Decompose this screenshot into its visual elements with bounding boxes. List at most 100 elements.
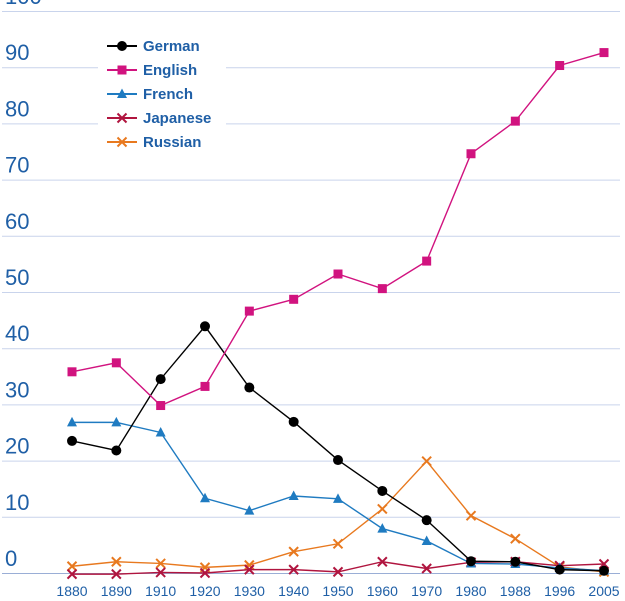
x-tick-label: 1996	[544, 583, 575, 599]
x-tick-label: 1890	[101, 583, 132, 599]
marker-circle	[111, 445, 122, 456]
y-tick-label: 10	[5, 490, 29, 515]
marker-triangle	[244, 505, 255, 515]
marker-square	[377, 284, 387, 294]
x-tick-label: 1980	[455, 583, 486, 599]
marker-x	[244, 564, 255, 575]
x-tick-label: 1910	[145, 583, 176, 599]
marker-x	[377, 556, 388, 567]
marker-triangle	[200, 492, 210, 503]
y-tick-label: 100	[5, 0, 42, 9]
marker-circle	[244, 382, 255, 393]
x-tick-label: 1940	[278, 583, 309, 599]
marker-square	[244, 306, 254, 316]
series-english	[67, 48, 609, 411]
marker-square	[289, 294, 299, 304]
marker-circle	[554, 564, 565, 575]
series-russian	[66, 455, 610, 578]
marker-triangle	[288, 490, 299, 501]
series-german	[67, 321, 609, 576]
marker-square	[156, 401, 166, 411]
marker-circle	[200, 321, 210, 332]
y-tick-label: 40	[5, 321, 29, 346]
x-tick-label: 2005	[588, 583, 619, 599]
x-tick-label: 1880	[56, 583, 87, 599]
legend-item-japanese: Japanese	[107, 110, 211, 127]
series-line-german	[71, 325, 605, 572]
y-tick-label: 20	[5, 434, 29, 459]
legend: German English French Japanese Russian	[98, 32, 226, 157]
marker-x	[465, 510, 477, 521]
marker-x	[66, 568, 78, 580]
marker-circle	[466, 556, 476, 567]
marker-square	[599, 48, 609, 58]
marker-square	[466, 149, 476, 159]
marker-circle	[155, 374, 166, 385]
x-tick-label: 1988	[500, 583, 531, 599]
marker-x	[244, 559, 255, 571]
y-tick-label: 70	[5, 153, 29, 178]
y-tick-label: 30	[5, 377, 29, 402]
marker-circle	[421, 515, 432, 526]
marker-circle	[377, 485, 388, 496]
marker-triangle	[333, 493, 343, 503]
marker-circle	[333, 455, 343, 466]
legend-label: English	[143, 62, 197, 79]
x-tick-label: 1960	[367, 583, 398, 599]
marker-triangle	[117, 88, 127, 98]
marker-x	[421, 455, 432, 467]
marker-square	[200, 381, 210, 391]
marker-square	[422, 256, 432, 266]
legend-item-german: German	[107, 38, 200, 55]
marker-triangle	[421, 535, 432, 545]
y-tick-label: 60	[5, 209, 29, 234]
marker-x	[288, 564, 299, 575]
legend-label: French	[143, 86, 193, 103]
marker-square	[510, 116, 520, 126]
marker-x	[421, 563, 432, 574]
legend-label: Russian	[143, 134, 201, 151]
y-axis-tick-labels: 0 10 20 30 40 50 60 70 80 90 100	[5, 0, 42, 571]
marker-circle	[599, 565, 609, 576]
marker-x	[377, 503, 388, 515]
series-line-russian	[71, 460, 605, 573]
y-tick-label: 80	[5, 96, 29, 121]
y-tick-label: 0	[5, 546, 17, 571]
y-tick-label: 50	[5, 265, 29, 290]
marker-circle	[67, 435, 77, 446]
series-lines	[66, 48, 610, 580]
marker-x	[66, 561, 78, 572]
marker-square	[111, 358, 121, 368]
legend-label: Japanese	[143, 110, 211, 127]
legend-item-russian: Russian	[107, 134, 201, 151]
marker-x	[199, 567, 211, 579]
marker-circle	[288, 416, 299, 427]
marker-square	[117, 65, 127, 75]
series-japanese	[66, 556, 610, 580]
x-tick-label: 1930	[234, 583, 265, 599]
marker-triangle	[377, 523, 388, 533]
x-tick-label: 1950	[322, 583, 353, 599]
marker-x	[332, 566, 344, 578]
legend-item-english: English	[107, 62, 197, 79]
y-tick-label: 90	[5, 40, 29, 65]
x-tick-label: 1970	[411, 583, 442, 599]
x-axis-tick-labels: 1880 1890 1910 1920 1930 1940 1950 1960 1970 1980…	[56, 583, 619, 599]
marker-x	[510, 533, 521, 544]
marker-x	[116, 136, 128, 148]
gridlines	[2, 11, 620, 574]
marker-circle	[117, 41, 127, 51]
marker-triangle	[67, 416, 77, 427]
marker-square	[67, 367, 77, 377]
series-french	[67, 416, 609, 575]
marker-x	[116, 112, 128, 124]
marker-square	[333, 269, 343, 279]
marker-x	[111, 556, 122, 567]
legend-label: German	[143, 38, 200, 55]
x-tick-label: 1920	[189, 583, 220, 599]
marker-x	[111, 568, 122, 580]
marker-x	[155, 567, 166, 578]
marker-square	[555, 61, 565, 71]
marker-x	[332, 538, 344, 549]
